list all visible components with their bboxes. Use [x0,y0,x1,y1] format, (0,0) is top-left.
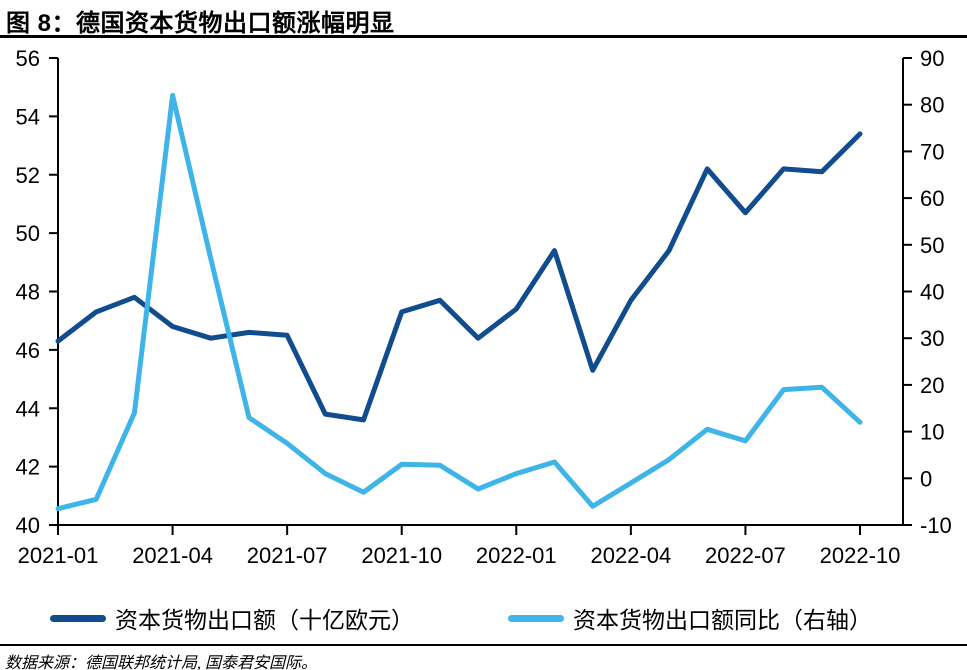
exports-line-swatch [50,614,106,622]
svg-text:40: 40 [16,513,40,538]
chart-canvas: 40 42 44 46 48 50 52 54 56 -10 0 10 20 30 40 50 60 70 80 90… [16,46,952,568]
svg-text:48: 48 [16,280,40,305]
svg-text:80: 80 [920,93,944,118]
svg-text:2022-10: 2022-10 [820,543,901,568]
svg-text:20: 20 [920,373,944,398]
svg-text:70: 70 [920,139,944,164]
svg-text:60: 60 [920,186,944,211]
legend-entry-exports: 资本货物出口额（十亿欧元） [50,602,414,634]
svg-text:90: 90 [920,46,944,71]
legend-entry-yoy: 资本货物出口额同比（右轴） [508,602,872,634]
legend-label-exports: 资本货物出口额（十亿欧元） [115,607,414,633]
data-source-note: 数据来源：德国联邦统计局, 国泰君安国际。 [5,655,318,670]
svg-text:50: 50 [16,221,40,246]
yoy-line-swatch [508,614,564,622]
svg-text:10: 10 [920,420,944,445]
svg-text:2021-07: 2021-07 [247,543,328,568]
svg-text:30: 30 [920,326,944,351]
svg-text:2021-10: 2021-10 [361,543,442,568]
svg-text:2022-04: 2022-04 [590,543,671,568]
svg-text:0: 0 [920,466,932,491]
svg-text:54: 54 [16,104,40,129]
svg-text:46: 46 [16,338,40,363]
svg-text:56: 56 [16,46,40,71]
svg-text:2021-04: 2021-04 [132,543,213,568]
svg-text:2021-01: 2021-01 [18,543,99,568]
chart-title: 图 8：德国资本货物出口额涨幅明显 [6,10,395,37]
svg-text:40: 40 [920,280,944,305]
svg-text:-10: -10 [920,513,952,538]
svg-text:52: 52 [16,163,40,188]
svg-text:42: 42 [16,455,40,480]
footer-divider [0,644,967,646]
title-divider [0,35,967,38]
svg-text:50: 50 [920,233,944,258]
svg-text:44: 44 [16,396,40,421]
legend-label-yoy: 资本货物出口额同比（右轴） [573,607,872,633]
svg-text:2022-07: 2022-07 [705,543,786,568]
svg-text:2022-01: 2022-01 [476,543,557,568]
